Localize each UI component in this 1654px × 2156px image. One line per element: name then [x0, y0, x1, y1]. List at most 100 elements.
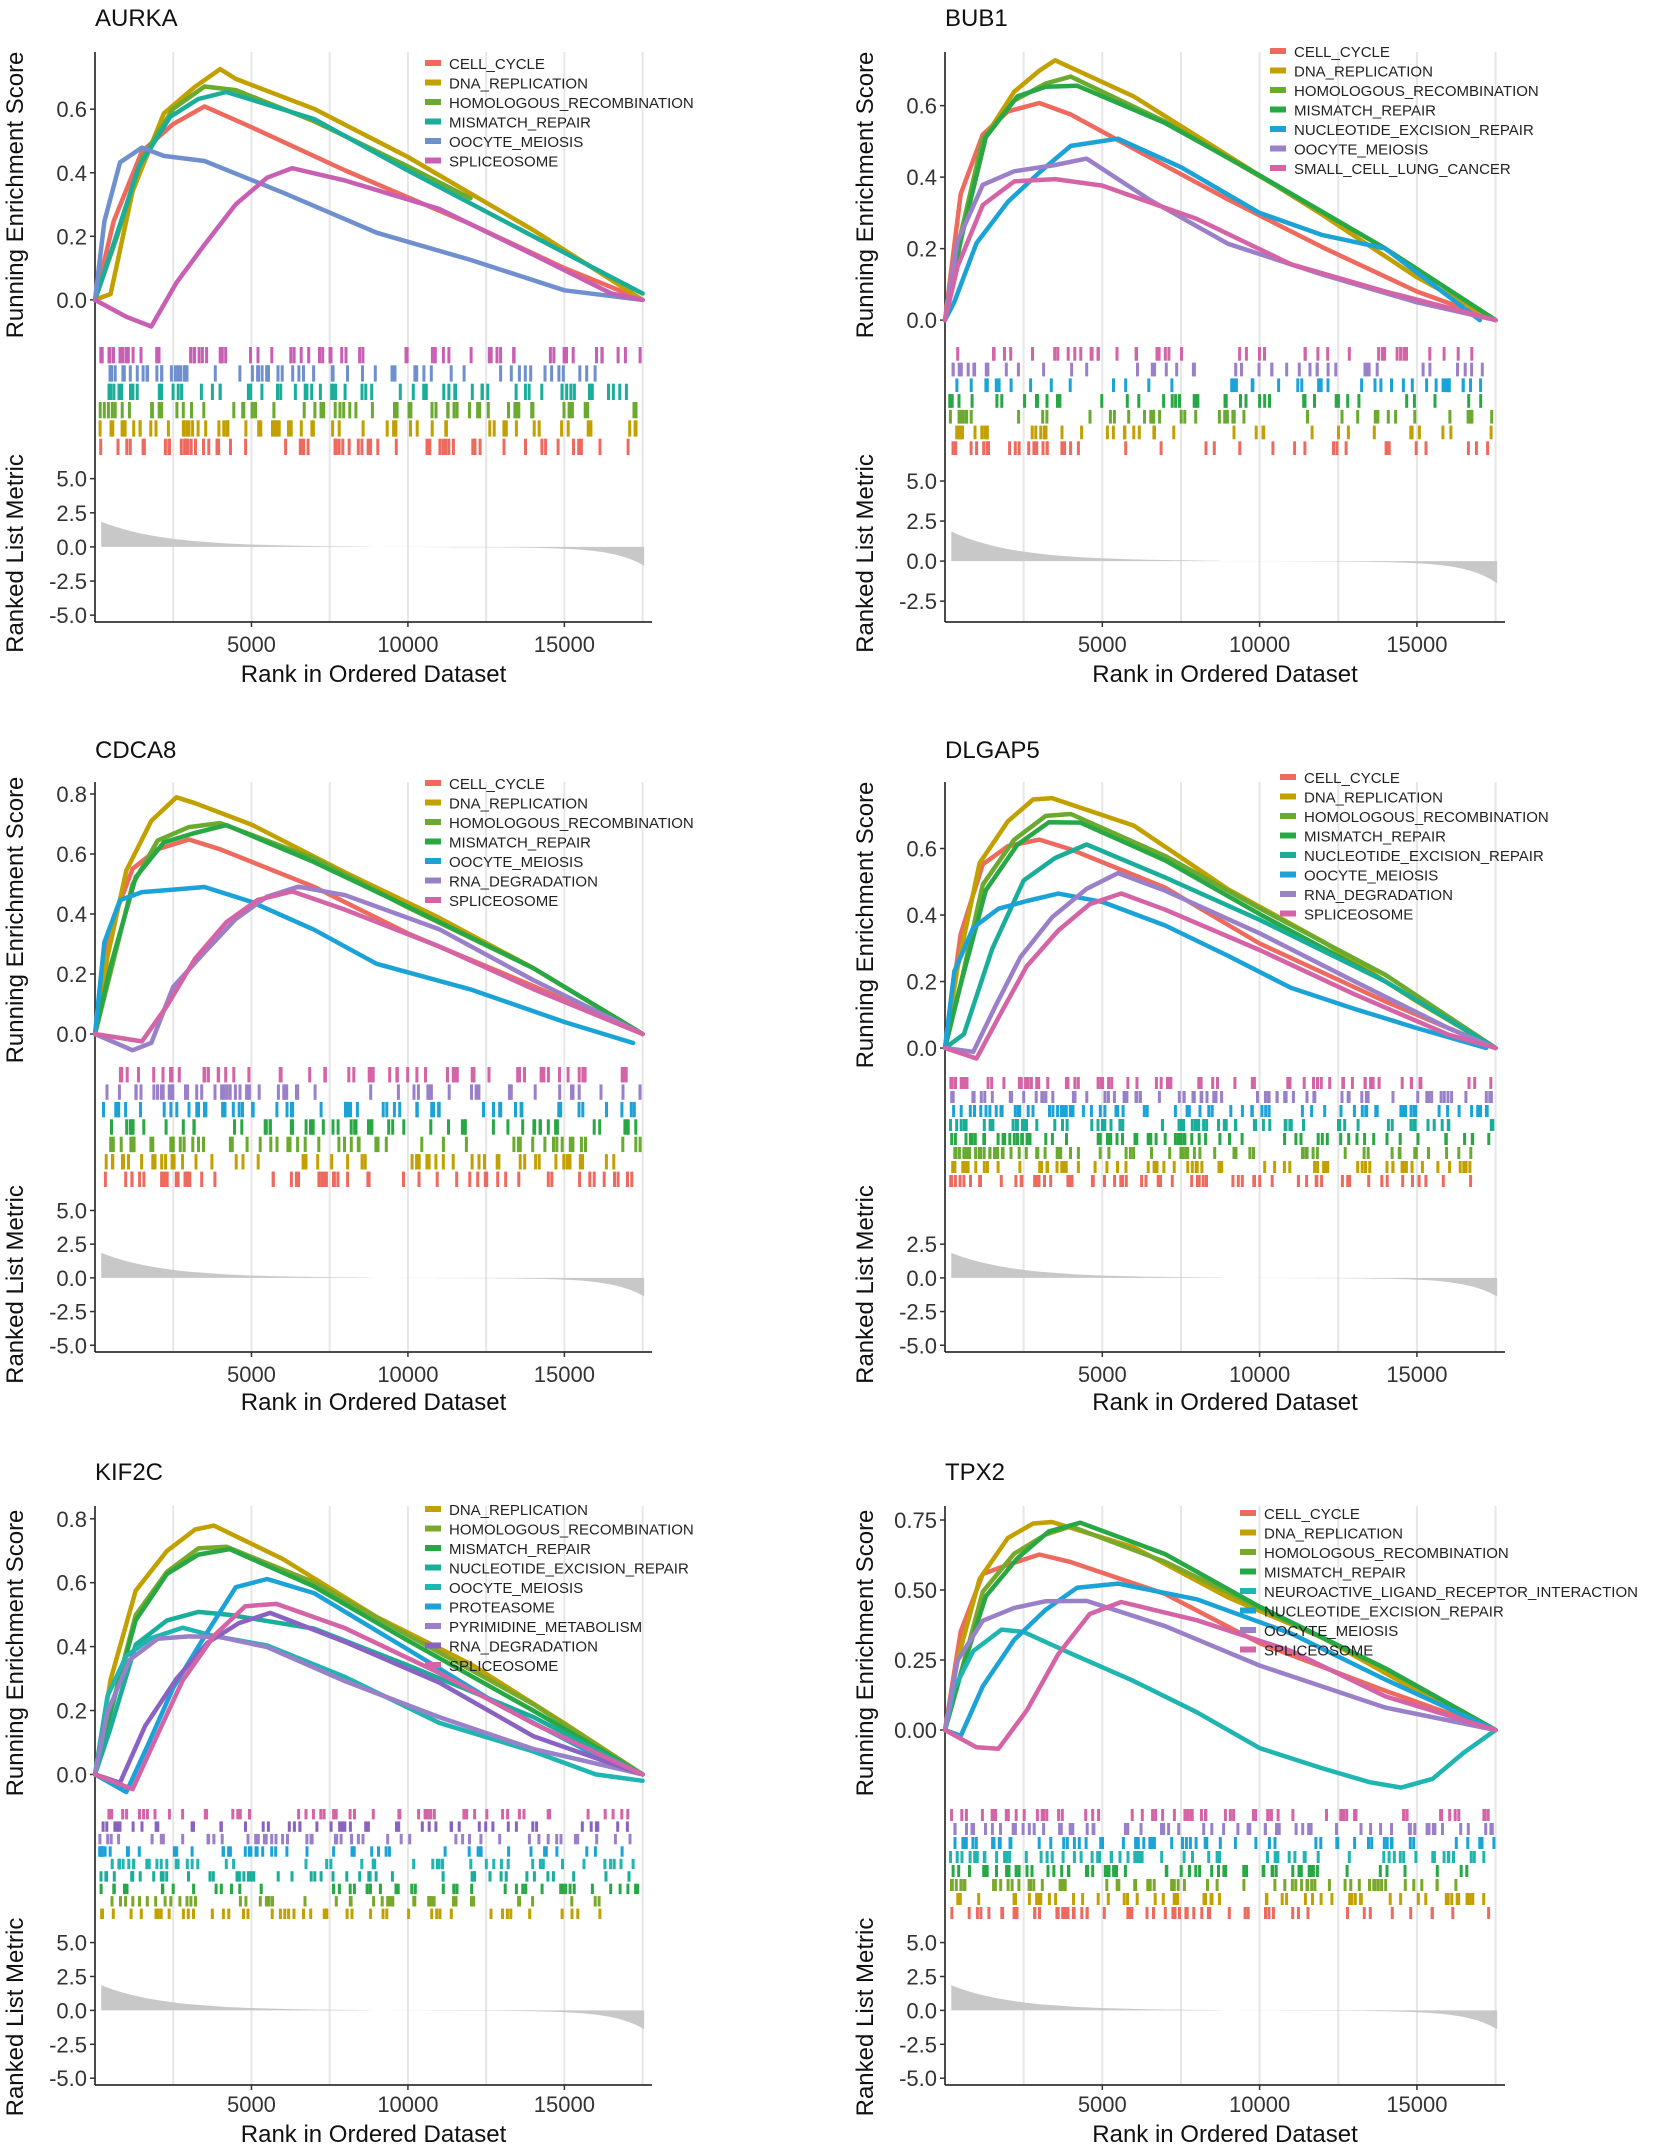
- gene-hit-mark: [1203, 1837, 1207, 1849]
- gene-hit-mark: [1205, 1091, 1209, 1103]
- gene-hit-mark: [342, 402, 346, 419]
- gene-hit-mark: [1453, 1809, 1457, 1821]
- gene-hit-mark: [441, 1858, 445, 1870]
- gene-hit-mark: [634, 1136, 638, 1153]
- gene-hit-mark: [1313, 1879, 1317, 1891]
- gene-hit-mark: [1196, 1119, 1200, 1131]
- gene-hit-mark: [492, 1101, 495, 1118]
- gene-hit-mark: [1009, 1147, 1013, 1159]
- gene-hit-mark: [1133, 1133, 1137, 1145]
- gene-hit-mark: [337, 1883, 341, 1895]
- gene-hit-mark: [1271, 1865, 1275, 1877]
- gene-hit-mark: [99, 1871, 103, 1882]
- gene-hit-mark: [271, 1171, 275, 1187]
- legend-key: [1280, 793, 1296, 800]
- gene-hit-mark: [349, 1136, 353, 1153]
- gene-hit-mark: [537, 1154, 541, 1170]
- gene-hit-mark: [1303, 347, 1307, 361]
- gene-hit-mark: [1152, 1879, 1156, 1891]
- legend-key: [1240, 1627, 1256, 1633]
- gene-hit-mark: [266, 365, 270, 382]
- gene-hit-mark: [1315, 1865, 1319, 1877]
- panel-cdca8: CDCA80.00.20.40.60.85.02.50.0-2.5-5.0500…: [2, 737, 694, 1416]
- gene-hit-mark: [958, 1893, 962, 1905]
- gene-hit-mark: [139, 347, 143, 364]
- gene-hit-mark: [1218, 1893, 1221, 1905]
- legend-key: [1280, 832, 1296, 839]
- gene-hit-mark: [570, 1896, 574, 1907]
- gene-hit-mark: [1427, 1091, 1431, 1103]
- gene-hit-mark: [953, 1077, 957, 1089]
- gene-hit-mark: [624, 383, 628, 400]
- gene-hit-mark: [347, 1067, 351, 1083]
- gene-hit-mark: [1172, 1809, 1176, 1821]
- metric-tick-label: 5.0: [906, 1931, 937, 1956]
- gene-hit-mark: [212, 1833, 216, 1845]
- gene-hit-mark: [324, 1171, 328, 1187]
- gene-hit-mark: [334, 383, 338, 400]
- gene-hit-mark: [1446, 1119, 1450, 1131]
- gene-hit-mark: [626, 1809, 630, 1820]
- gene-hit-mark: [1109, 1119, 1113, 1131]
- legend-label: MISMATCH_REPAIR: [449, 115, 591, 132]
- gene-hit-mark: [1003, 1851, 1007, 1863]
- gene-hit-mark: [1034, 425, 1038, 440]
- gene-hit-mark: [142, 1171, 146, 1187]
- gene-hit-mark: [1217, 1161, 1221, 1173]
- metric-tick-label: 5.0: [56, 1198, 87, 1223]
- gene-hit-mark: [317, 1136, 321, 1153]
- gene-hit-mark: [1325, 1133, 1329, 1145]
- gene-hit-mark: [231, 1101, 235, 1118]
- legend-label: HOMOLOGOUS_RECOMBINATION: [449, 815, 694, 832]
- gene-hit-mark: [447, 347, 451, 364]
- gene-hit-mark: [1391, 1161, 1395, 1173]
- gene-hit-mark: [964, 409, 968, 424]
- gene-hit-mark: [546, 1871, 550, 1882]
- gene-hit-mark: [1063, 1907, 1067, 1919]
- gene-hit-mark: [228, 1136, 232, 1153]
- gene-hit-mark: [260, 365, 264, 382]
- gene-hit-mark: [1159, 1175, 1162, 1187]
- gene-hit-mark: [583, 1067, 587, 1083]
- gene-hit-mark: [154, 420, 158, 437]
- gene-hit-mark: [1240, 1105, 1244, 1117]
- gene-hit-mark: [1154, 1077, 1158, 1089]
- gene-hit-mark: [1204, 1133, 1208, 1145]
- gene-hit-mark: [1383, 347, 1387, 361]
- gene-hit-mark: [480, 383, 484, 400]
- gene-hit-mark: [1112, 378, 1115, 393]
- gene-hit-mark: [1258, 347, 1261, 361]
- gene-hit-mark: [982, 1147, 986, 1159]
- gene-hit-mark: [1401, 1105, 1405, 1117]
- gene-hit-mark: [630, 1171, 634, 1187]
- gene-hit-mark: [242, 402, 246, 419]
- gene-hit-mark: [1482, 1893, 1486, 1905]
- gene-hit-mark: [1177, 1091, 1181, 1103]
- gene-hit-mark: [142, 1119, 146, 1135]
- gene-hit-mark: [1017, 1879, 1021, 1891]
- metric-tick-label: -2.5: [49, 2032, 87, 2057]
- gene-hit-mark: [498, 1833, 502, 1845]
- gene-hit-mark: [1114, 1865, 1118, 1877]
- gene-hit-mark: [603, 1809, 607, 1820]
- gene-hit-mark: [1169, 1077, 1173, 1089]
- gene-hit-mark: [952, 1105, 956, 1117]
- gene-hit-mark: [1058, 1147, 1062, 1159]
- gene-hit-mark: [1457, 1809, 1461, 1821]
- gene-hit-mark: [428, 438, 432, 455]
- gene-hit-mark: [388, 1067, 392, 1083]
- gene-hit-mark: [1323, 1105, 1327, 1117]
- gene-hit-mark: [1350, 1893, 1354, 1905]
- gene-hit-mark: [1016, 362, 1020, 377]
- legend-key: [1270, 87, 1286, 93]
- gene-hit-mark: [1105, 1161, 1109, 1173]
- gene-hit-mark: [1222, 1865, 1226, 1877]
- gene-hit-mark: [160, 383, 164, 400]
- gene-hit-mark: [1079, 1851, 1083, 1863]
- gene-hit-mark: [434, 402, 438, 419]
- gene-hit-mark: [562, 402, 566, 419]
- gene-hit-mark: [517, 1171, 521, 1187]
- gene-hit-mark: [957, 1865, 961, 1877]
- gene-hit-mark: [310, 420, 314, 437]
- legend-key: [1280, 910, 1296, 917]
